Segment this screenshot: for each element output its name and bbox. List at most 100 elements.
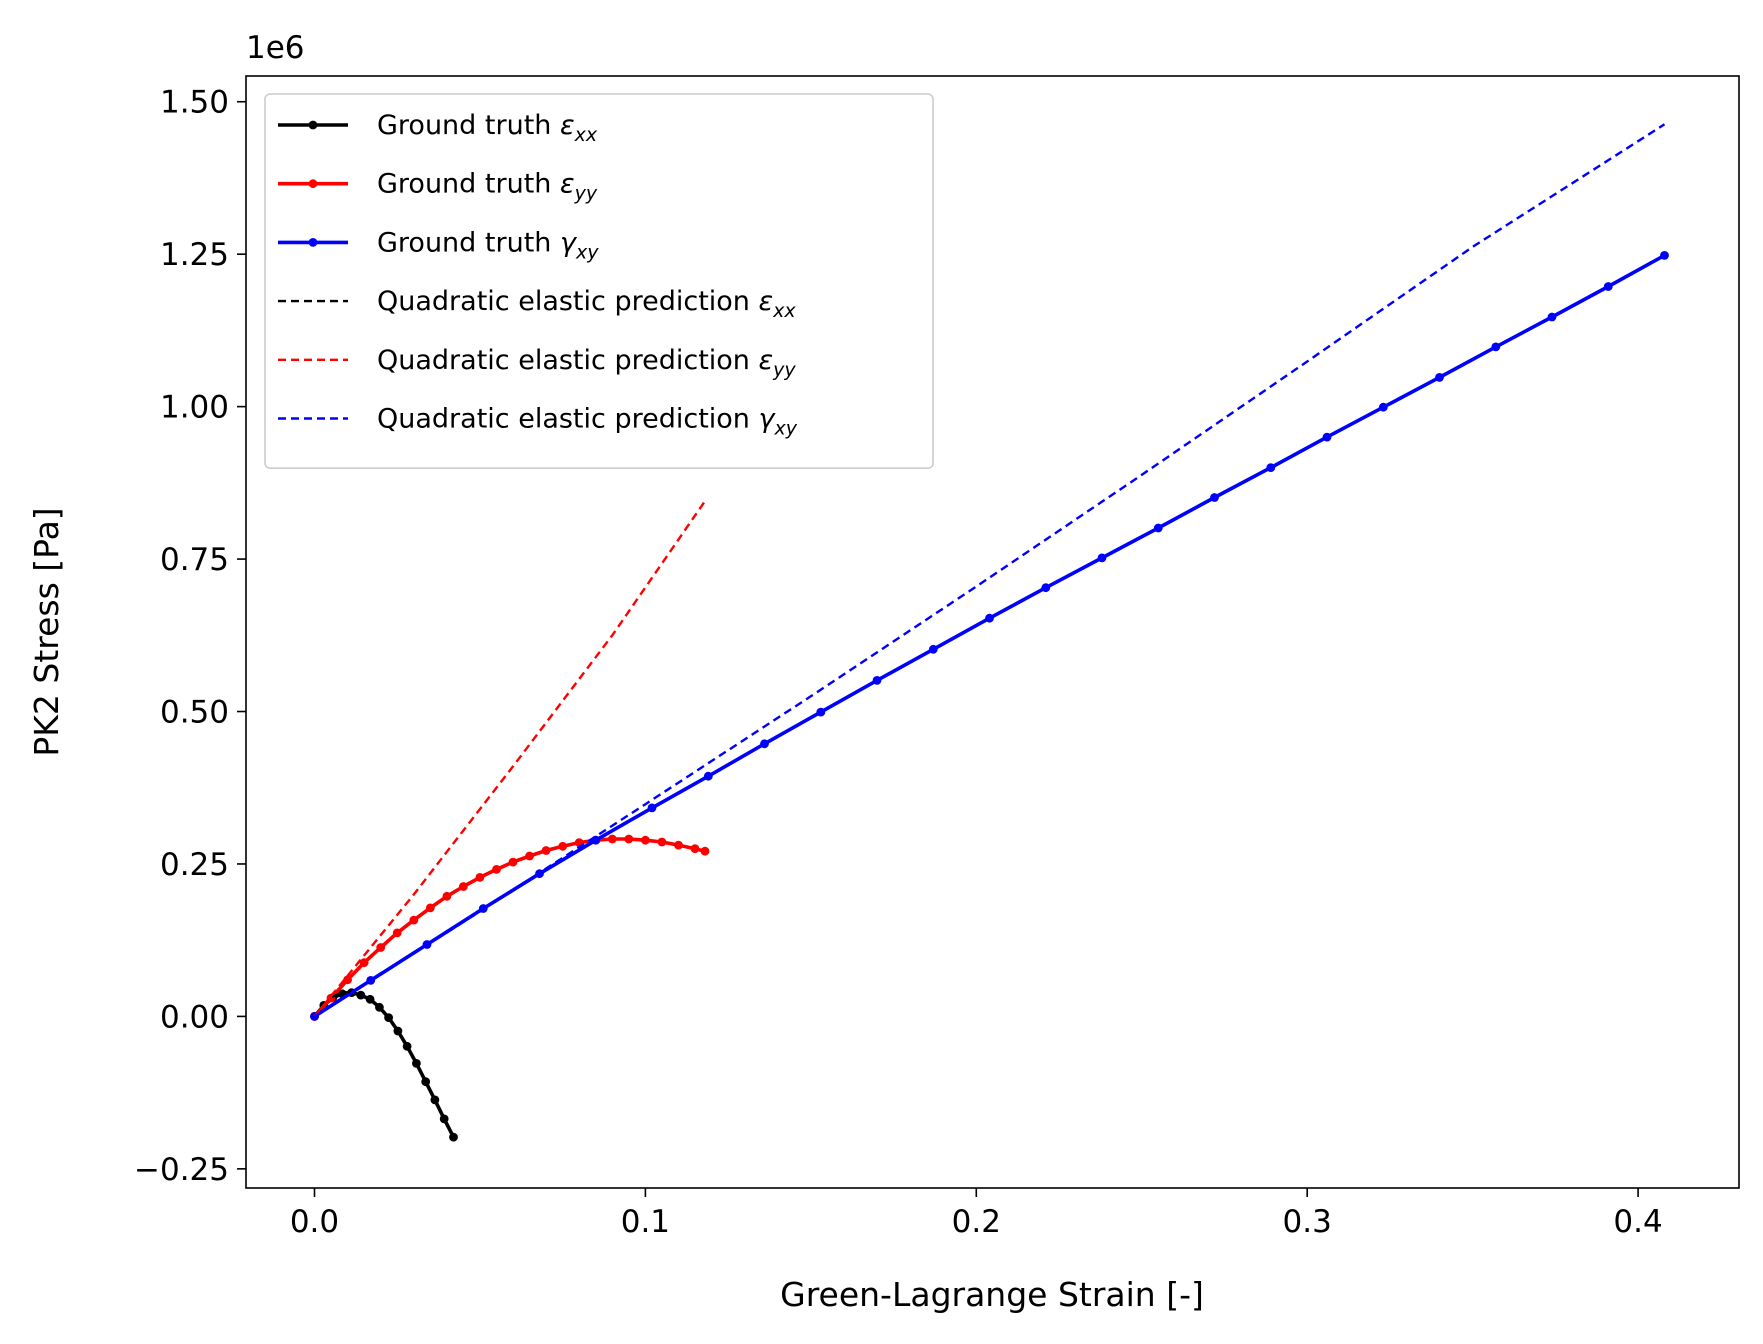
- legend-label-subscript: xy: [575, 241, 599, 263]
- series-line-dashed: [313, 500, 706, 1018]
- data-point: [384, 1013, 393, 1022]
- series-3: [313, 990, 352, 1018]
- data-point: [375, 1002, 384, 1012]
- data-point: [449, 1132, 458, 1142]
- data-point: [412, 1059, 421, 1068]
- legend-label-symbol: γ: [560, 227, 578, 258]
- legend-item: Quadratic elastic prediction γxy: [278, 404, 798, 440]
- data-point: [558, 841, 568, 851]
- legend-label: Ground truth γxy: [377, 227, 599, 263]
- data-point: [1547, 312, 1557, 322]
- data-point: [393, 1026, 403, 1036]
- data-point: [641, 835, 650, 845]
- legend-swatch-marker: [308, 120, 318, 130]
- legend-label-symbol: ε: [759, 286, 774, 317]
- data-point: [674, 840, 683, 850]
- series-5: [313, 123, 1666, 1018]
- legend-label-symbol: ε: [560, 169, 575, 200]
- y-tick-label: 1.50: [160, 85, 229, 121]
- legend-label-base: Ground truth: [377, 110, 560, 141]
- x-tick-label: 0.2: [952, 1204, 1001, 1240]
- data-point: [1097, 553, 1107, 563]
- data-point: [508, 857, 518, 867]
- y-axis-offset-label: 1e6: [246, 30, 305, 66]
- data-point: [1603, 282, 1613, 291]
- data-point: [1435, 373, 1444, 382]
- legend-label-subscript: xy: [773, 418, 797, 440]
- x-axis: 0.0 0.1 0.2 0.3 0.4: [290, 1188, 1663, 1240]
- legend-label-base: Quadratic elastic prediction: [377, 345, 759, 376]
- data-point: [421, 1077, 431, 1087]
- legend-item: Ground truth γxy: [278, 227, 599, 263]
- data-point: [647, 803, 657, 813]
- series-line-dashed: [313, 990, 352, 1018]
- legend-label-base: Ground truth: [377, 169, 560, 200]
- y-tick-label: −0.25: [134, 1152, 229, 1188]
- data-point: [439, 1114, 449, 1124]
- legend-label-base: Quadratic elastic prediction: [377, 404, 759, 435]
- legend-item: Quadratic elastic prediction εxx: [278, 286, 796, 322]
- legend-item: Ground truth εxx: [278, 110, 598, 146]
- data-point: [1660, 251, 1669, 260]
- data-point: [928, 644, 938, 654]
- data-point: [409, 915, 419, 925]
- data-point: [430, 1095, 440, 1105]
- y-tick-label: 0.25: [160, 847, 229, 883]
- y-axis-label: PK2 Stress [Pa]: [27, 507, 66, 756]
- legend-label-symbol: ε: [560, 110, 575, 141]
- data-point: [525, 851, 534, 861]
- data-point: [1210, 493, 1219, 502]
- data-point: [475, 873, 485, 882]
- data-point: [607, 834, 617, 844]
- legend-label: Quadratic elastic prediction εyy: [377, 345, 796, 381]
- y-tick-label: 1.25: [160, 237, 229, 273]
- data-point: [365, 994, 375, 1004]
- legend-label-base: Ground truth: [377, 227, 560, 258]
- axes-frame: [245, 75, 1740, 1189]
- series-line-dashed: [313, 123, 1666, 1018]
- plot-area: [310, 123, 1669, 1142]
- data-point: [700, 846, 710, 856]
- legend-label-subscript: yy: [772, 359, 796, 381]
- data-point: [624, 834, 634, 844]
- legend-box: [264, 93, 934, 470]
- data-point: [356, 990, 366, 1000]
- legend-label: Ground truth εyy: [377, 169, 598, 205]
- legend-item: Quadratic elastic prediction εyy: [278, 345, 796, 381]
- x-tick-label: 0.1: [621, 1204, 670, 1240]
- legend-label-symbol: ε: [759, 345, 774, 376]
- y-tick-label: 0.00: [160, 999, 229, 1035]
- data-point: [816, 707, 826, 717]
- legend-swatch-marker: [308, 238, 318, 247]
- data-point: [492, 865, 501, 874]
- data-point: [392, 928, 402, 938]
- data-point: [442, 891, 452, 901]
- x-tick-label: 0.3: [1283, 1204, 1332, 1240]
- data-point: [657, 837, 667, 847]
- x-tick-label: 0.0: [290, 1204, 339, 1240]
- data-point: [1491, 342, 1501, 352]
- data-point: [541, 846, 551, 855]
- data-point: [1041, 583, 1051, 593]
- data-point: [376, 943, 386, 952]
- data-point: [425, 903, 435, 913]
- data-point: [459, 882, 468, 891]
- data-point: [872, 676, 882, 685]
- legend-label: Quadratic elastic prediction γxy: [377, 404, 798, 440]
- data-point: [760, 739, 769, 749]
- data-point: [703, 771, 713, 781]
- x-axis-label: Green-Lagrange Strain [-]: [780, 1275, 1204, 1314]
- legend-label-subscript: xx: [772, 300, 796, 322]
- legend-label-symbol: γ: [759, 404, 777, 435]
- legend-label-base: Quadratic elastic prediction: [377, 286, 759, 317]
- data-point: [1153, 523, 1163, 533]
- data-point: [359, 958, 369, 968]
- data-point: [1266, 463, 1276, 472]
- y-tick-label: 1.00: [160, 390, 229, 426]
- data-point: [985, 613, 994, 623]
- y-tick-label: 0.75: [160, 542, 229, 578]
- data-point: [1322, 432, 1332, 442]
- series-4: [313, 500, 706, 1018]
- data-point: [402, 1041, 412, 1051]
